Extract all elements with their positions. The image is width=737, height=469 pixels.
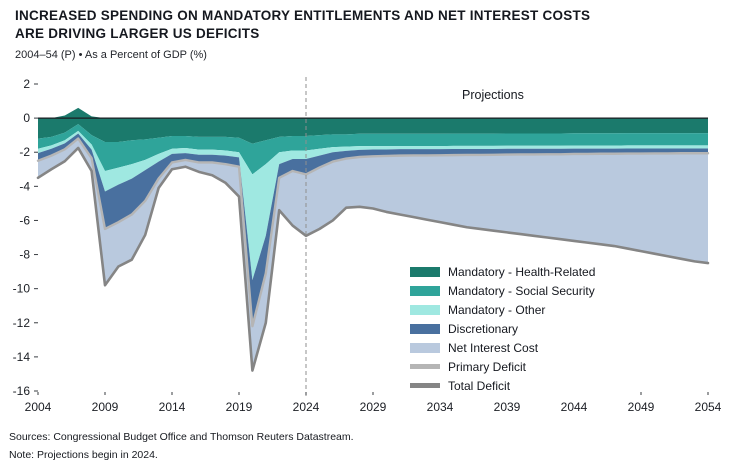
legend-item-net-interest: Net Interest Cost [410,338,595,357]
chart-title-line1: INCREASED SPENDING ON MANDATORY ENTITLEM… [15,8,591,23]
x-tick-label: 2004 [25,400,52,414]
legend-item-total-deficit: Total Deficit [410,376,595,395]
legend-label: Mandatory - Social Security [448,283,595,298]
y-tick-label: 0 [23,111,30,125]
y-tick-label: -16 [13,384,31,398]
x-tick-label: 2014 [159,400,186,414]
legend-item-mandatory-other: Mandatory - Other [410,300,595,319]
line-primary-deficit [36,137,710,328]
x-tick-label: 2039 [494,400,521,414]
note-text: Note: Projections begin in 2024. [9,449,158,461]
x-tick-label: 2054 [695,400,722,414]
y-tick-label: 2 [23,77,30,91]
health-swatch [410,266,440,277]
x-tick-label: 2049 [628,400,655,414]
x-tick-label: 2019 [226,400,253,414]
chart-legend: Mandatory - Health-Related Mandatory - S… [404,259,606,399]
y-tick-label: -10 [13,282,31,296]
chart-subtitle: 2004–54 (P) • As a Percent of GDP (%) [15,49,207,61]
legend-label: Discretionary [448,321,519,336]
discretionary-swatch [410,323,440,334]
x-tick-label: 2024 [293,400,320,414]
legend-item-mandatory-social-security: Mandatory - Social Security [410,281,595,300]
y-tick-label: -2 [19,145,30,159]
mandatory-other-swatch [410,304,440,315]
x-tick-label: 2044 [561,400,588,414]
y-tick-label: -6 [19,213,30,227]
x-tick-label: 2009 [92,400,119,414]
legend-item-discretionary: Discretionary [410,319,595,338]
social-security-swatch [410,285,440,296]
legend-label: Total Deficit [448,378,511,393]
line-total-deficit [36,146,710,372]
chart-title-line2: ARE DRIVING LARGER US DEFICITS [15,26,260,41]
total-deficit-swatch [410,383,440,388]
net-interest-swatch [410,342,440,353]
y-tick-label: -12 [13,316,31,330]
legend-label: Net Interest Cost [448,340,539,355]
sources-text: Sources: Congressional Budget Office and… [9,431,354,443]
chart-footer: Sources: Congressional Budget Office and… [9,428,354,464]
area-net-interest-cost [38,138,708,371]
x-tick-label: 2029 [360,400,387,414]
legend-label: Mandatory - Other [448,302,546,317]
y-tick-label: -8 [19,248,30,262]
projections-annotation: Projections [462,88,524,102]
x-tick-label: 2034 [427,400,454,414]
legend-label: Primary Deficit [448,359,527,374]
legend-item-primary-deficit: Primary Deficit [410,357,595,376]
y-tick-label: -14 [13,350,31,364]
area-mandatory-other [38,130,708,281]
legend-label: Mandatory - Health-Related [448,264,596,279]
area-mandatory-social-security [38,124,708,175]
legend-item-mandatory-health: Mandatory - Health-Related [410,262,595,281]
area-mandatory-health-related [38,107,708,144]
y-tick-label: -4 [19,179,30,193]
primary-deficit-swatch [410,364,440,369]
